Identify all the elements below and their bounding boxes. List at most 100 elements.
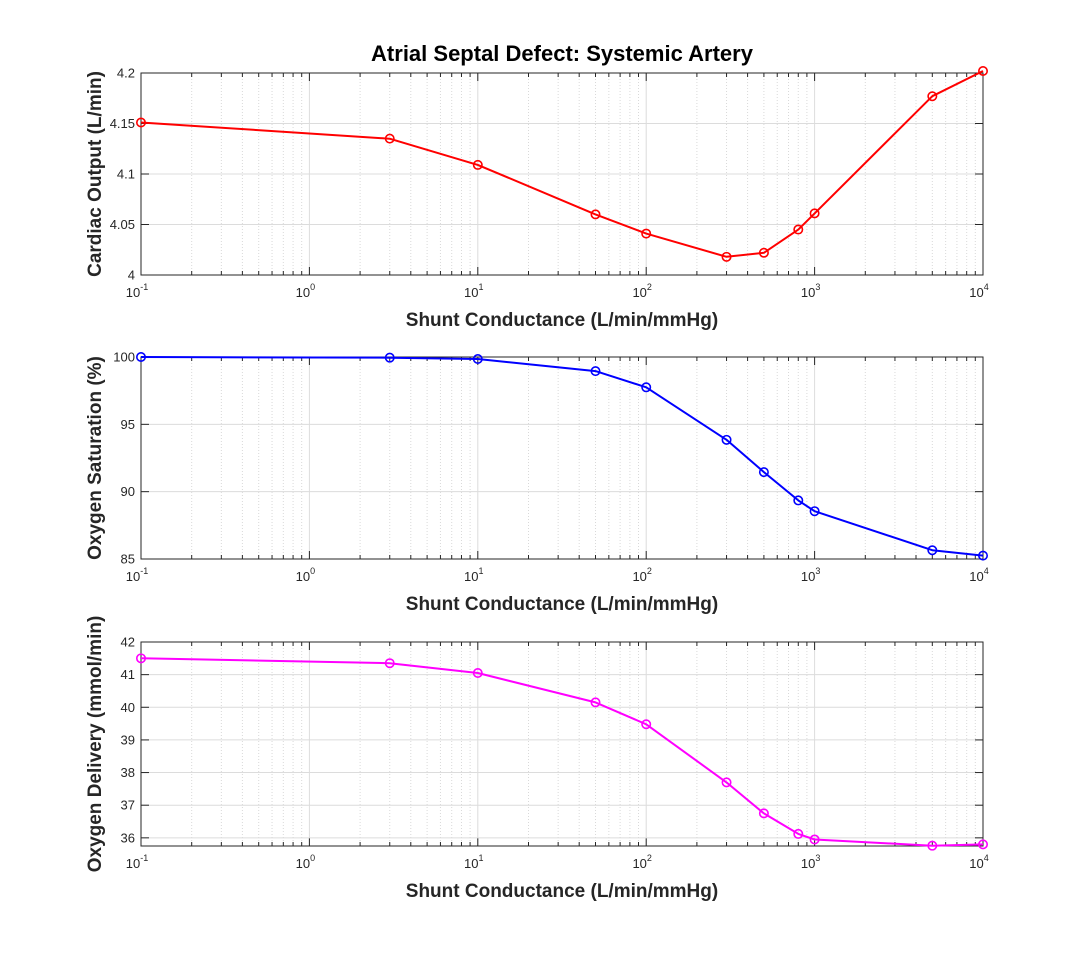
- data-point: [927, 91, 938, 102]
- x-tick-label: 101: [464, 853, 483, 871]
- data-point: [472, 159, 483, 170]
- x-tick-exponent: 2: [647, 282, 652, 292]
- x-tick-label: 100: [296, 853, 315, 871]
- x-tick-label: 104: [969, 282, 988, 300]
- x-tick-label: 102: [632, 566, 651, 584]
- data-point: [136, 351, 147, 362]
- series-line: [140, 70, 984, 258]
- y-tick-label: 40: [121, 700, 135, 715]
- plot-area: [141, 357, 983, 559]
- y-tick-label: 4.15: [110, 116, 135, 131]
- data-point: [590, 209, 601, 220]
- data-point: [758, 467, 769, 478]
- x-tick-label: 103: [801, 282, 820, 300]
- x-axis-label: Shunt Conductance (L/min/mmHg): [406, 310, 718, 331]
- data-point: [384, 133, 395, 144]
- data-point: [927, 840, 938, 851]
- y-tick-label: 36: [121, 830, 135, 845]
- x-tick-exponent: 1: [479, 566, 484, 576]
- data-point: [384, 352, 395, 363]
- x-tick-label: 10-1: [126, 853, 148, 871]
- data-point: [809, 506, 820, 517]
- x-tick-exponent: 3: [815, 853, 820, 863]
- plot-area: [141, 642, 983, 846]
- subplot-cardiac-output: 10-1 100 101 102 103 10444.054.14.154.2Shunt …: [85, 66, 989, 332]
- y-axis-label: Cardiac Output (L/min): [85, 71, 106, 277]
- data-point: [641, 382, 652, 393]
- x-tick-label: 102: [632, 282, 651, 300]
- x-tick-label: 101: [464, 282, 483, 300]
- data-point: [641, 719, 652, 730]
- x-tick-label: 100: [296, 282, 315, 300]
- data-point: [641, 228, 652, 239]
- data-point: [809, 834, 820, 845]
- x-tick-exponent: -1: [140, 282, 148, 292]
- data-point: [721, 777, 732, 788]
- minor-grid: [191, 642, 976, 846]
- x-tick-exponent: 2: [647, 566, 652, 576]
- x-tick-exponent: 2: [647, 853, 652, 863]
- y-axis-label: Oxygen Delivery (mmol/min): [85, 616, 106, 873]
- data-point: [793, 495, 804, 506]
- data-point: [977, 550, 988, 561]
- data-point: [721, 434, 732, 445]
- x-tick-exponent: 1: [479, 853, 484, 863]
- subplots: 10-1 100 101 102 103 10444.054.14.154.2Shunt …: [85, 66, 989, 903]
- x-tick-exponent: -1: [140, 566, 148, 576]
- y-tick-label: 39: [121, 732, 135, 747]
- axes-box: [140, 641, 984, 847]
- x-tick-exponent: 0: [310, 853, 315, 863]
- x-axis-label: Shunt Conductance (L/min/mmHg): [406, 881, 718, 902]
- x-tick-label: 101: [464, 566, 483, 584]
- data-point: [590, 366, 601, 377]
- minor-grid: [191, 73, 976, 275]
- series-line: [140, 356, 984, 557]
- x-tick-exponent: -1: [140, 853, 148, 863]
- x-tick-exponent: 0: [310, 282, 315, 292]
- y-tick-label: 4.1: [117, 167, 135, 182]
- data-point: [590, 697, 601, 708]
- x-tick-label: 102: [632, 853, 651, 871]
- data-point: [809, 208, 820, 219]
- data-point: [793, 828, 804, 839]
- x-tick-exponent: 4: [984, 566, 989, 576]
- y-tick-label: 85: [121, 552, 135, 567]
- y-tick-label: 4.05: [110, 217, 135, 232]
- x-tick-exponent: 0: [310, 566, 315, 576]
- x-tick-label: 103: [801, 566, 820, 584]
- y-tick-label: 4: [128, 268, 135, 283]
- x-tick-label: 103: [801, 853, 820, 871]
- series-line: [140, 657, 984, 847]
- y-tick-label: 95: [121, 417, 135, 432]
- x-tick-exponent: 3: [815, 566, 820, 576]
- x-tick-label: 10-1: [126, 566, 148, 584]
- data-point: [977, 65, 988, 76]
- y-tick-label: 38: [121, 765, 135, 780]
- data-point: [927, 545, 938, 556]
- y-tick-label: 42: [121, 635, 135, 650]
- data-point: [977, 839, 988, 850]
- data-point: [793, 224, 804, 235]
- data-point: [384, 658, 395, 669]
- y-axis-label: Oxygen Saturation (%): [85, 356, 106, 560]
- axes-box: [140, 72, 984, 276]
- x-tick-exponent: 4: [984, 282, 989, 292]
- data-point: [758, 808, 769, 819]
- x-tick-label: 104: [969, 853, 988, 871]
- axes-box: [140, 356, 984, 560]
- x-tick-exponent: 3: [815, 282, 820, 292]
- y-tick-label: 100: [113, 350, 135, 365]
- x-tick-exponent: 4: [984, 853, 989, 863]
- y-tick-label: 41: [121, 667, 135, 682]
- data-point: [472, 668, 483, 679]
- x-axis-label: Shunt Conductance (L/min/mmHg): [406, 594, 718, 615]
- data-point: [472, 354, 483, 365]
- data-point: [136, 117, 147, 128]
- major-grid: [140, 641, 984, 846]
- x-tick-label: 100: [296, 566, 315, 584]
- y-tick-label: 90: [121, 484, 135, 499]
- x-tick-label: 104: [969, 566, 988, 584]
